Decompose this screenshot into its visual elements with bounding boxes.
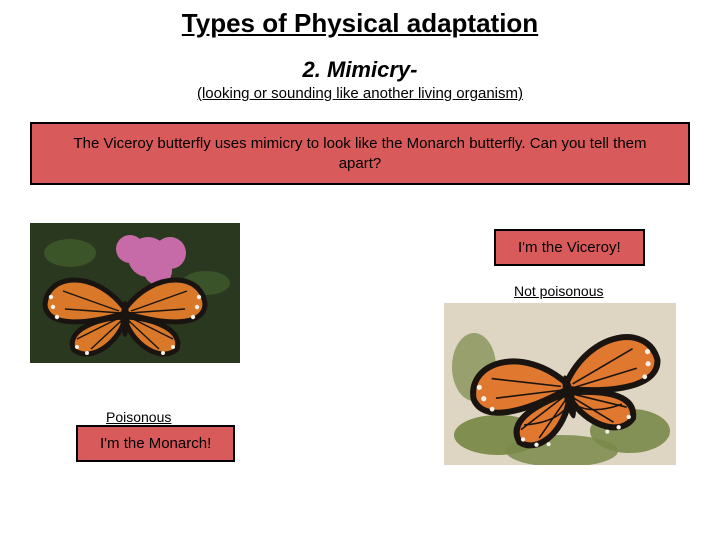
slide-title: Types of Physical adaptation [0,0,720,39]
viceroy-image [444,303,676,465]
subtitle-sub: (looking or sounding like another living… [0,85,720,102]
monarch-image [30,223,240,363]
monarch-caption: Poisonous [106,409,171,425]
subtitle-main: 2. Mimicry- [0,57,720,83]
monarch-callout: I'm the Monarch! [76,425,235,462]
viceroy-callout: I'm the Viceroy! [494,229,645,266]
content-area: Poisonous I'm the Monarch! I'm the Vicer… [0,185,720,515]
subtitle-block: 2. Mimicry- (looking or sounding like an… [0,57,720,102]
description-box: The Viceroy butterfly uses mimicry to lo… [30,122,690,185]
viceroy-butterfly-icon [444,303,676,465]
viceroy-caption: Not poisonous [514,283,604,299]
monarch-butterfly-icon [30,223,240,363]
